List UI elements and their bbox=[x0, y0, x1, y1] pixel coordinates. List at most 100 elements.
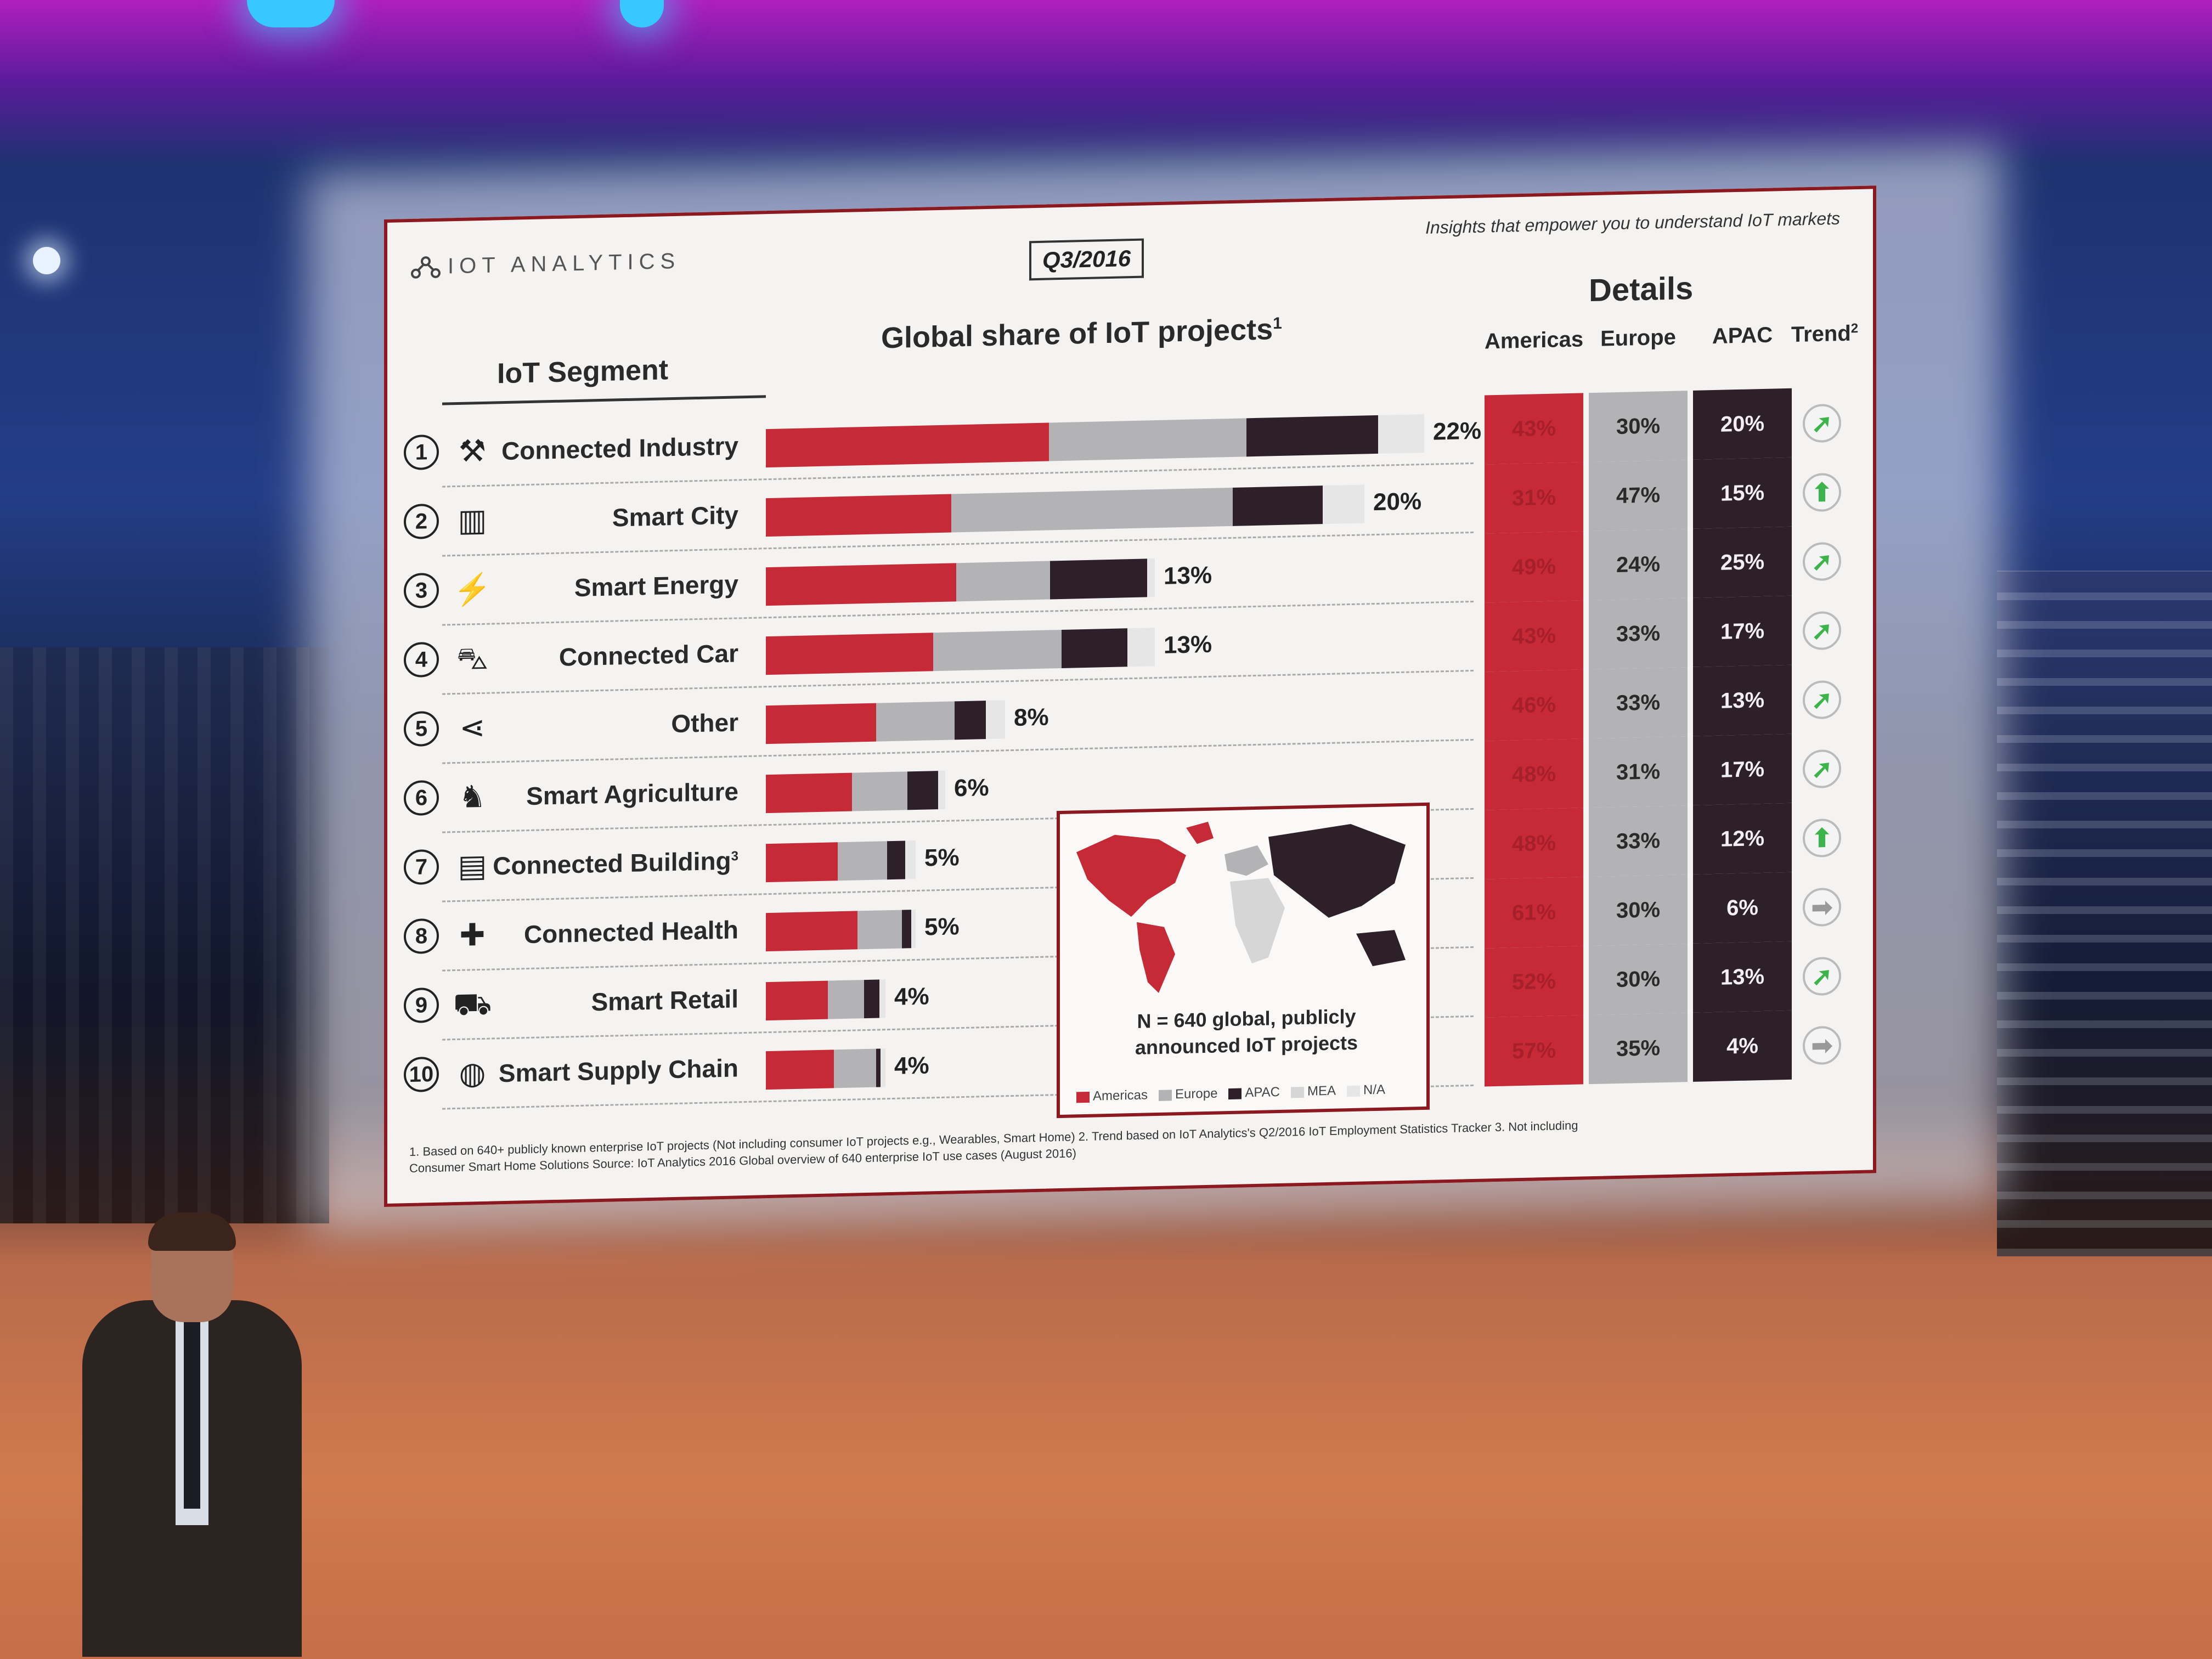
stage-light-right bbox=[620, 0, 664, 27]
bar-apac bbox=[955, 701, 986, 740]
bar-other bbox=[879, 979, 885, 1018]
segment-rank: 9 bbox=[404, 987, 439, 1024]
americas-value: 43% bbox=[1485, 600, 1583, 672]
segment-label: Connected Industry bbox=[501, 431, 738, 466]
legend-americas: Americas bbox=[1076, 1087, 1148, 1104]
share-bar bbox=[766, 700, 1005, 744]
stage-light-left bbox=[247, 0, 335, 27]
world-map-panel: N = 640 global, publicly announced IoT p… bbox=[1057, 802, 1430, 1119]
world-map-icon bbox=[1076, 821, 1406, 993]
speaker-hair bbox=[148, 1212, 236, 1251]
footnotes: 1. Based on 640+ publicly known enterpri… bbox=[409, 1111, 1836, 1177]
segment-label: Smart Retail bbox=[591, 984, 738, 1017]
trend-arrow-icon: ➚ bbox=[1803, 611, 1841, 651]
americas-value: 31% bbox=[1485, 462, 1583, 534]
segment-label: Connected Health bbox=[523, 915, 738, 949]
segment-rank: 4 bbox=[404, 641, 439, 678]
americas-value: 46% bbox=[1485, 669, 1583, 741]
europe-value: 30% bbox=[1589, 391, 1688, 462]
bar-other bbox=[1127, 628, 1155, 667]
bar-europe bbox=[956, 561, 1050, 602]
segment-rank: 6 bbox=[404, 780, 439, 816]
city-skyline-left bbox=[0, 647, 329, 1223]
americas-value: 48% bbox=[1485, 738, 1583, 810]
apac-value: 25% bbox=[1693, 526, 1792, 598]
apac-value: 4% bbox=[1693, 1010, 1792, 1082]
share-bar bbox=[766, 628, 1155, 675]
europe-value: 47% bbox=[1589, 460, 1688, 532]
share-value: 5% bbox=[924, 844, 960, 872]
europe-value: 33% bbox=[1589, 667, 1688, 739]
bar-other bbox=[938, 770, 945, 810]
apac-value: 20% bbox=[1693, 388, 1792, 460]
tagline: Insights that empower you to understand … bbox=[1425, 208, 1840, 238]
share-bar bbox=[766, 979, 885, 1021]
segment-rank: 1 bbox=[404, 434, 439, 471]
quarter-label: Q3/2016 bbox=[1029, 238, 1144, 281]
bar-americas bbox=[766, 772, 852, 814]
apac-value: 17% bbox=[1693, 595, 1792, 667]
bar-other bbox=[1378, 414, 1424, 454]
europe-value: 33% bbox=[1589, 598, 1688, 670]
segment-rank: 2 bbox=[404, 503, 439, 540]
share-value: 4% bbox=[894, 983, 929, 1011]
bar-americas bbox=[766, 563, 957, 606]
bar-europe bbox=[834, 1048, 876, 1088]
trend-arrow-icon: ➚ bbox=[1803, 680, 1841, 720]
bar-apac bbox=[1232, 486, 1323, 526]
map-caption-line2: announced IoT projects bbox=[1135, 1031, 1358, 1059]
legend-mea: MEA bbox=[1291, 1084, 1336, 1100]
bar-apac bbox=[864, 979, 880, 1019]
segment-label: Smart Energy bbox=[574, 569, 738, 602]
bar-apac bbox=[1061, 628, 1128, 668]
segment-label: Connected Car bbox=[558, 639, 738, 672]
bar-europe bbox=[828, 980, 864, 1019]
bar-apac bbox=[1246, 415, 1378, 457]
segment-rank: 8 bbox=[404, 918, 439, 955]
bar-other bbox=[1147, 558, 1155, 597]
bar-other bbox=[986, 700, 1005, 740]
segment-header-rule bbox=[442, 395, 766, 405]
europe-value: 33% bbox=[1589, 805, 1688, 877]
bar-other bbox=[911, 910, 916, 949]
trend-arrow-icon: ⬆ bbox=[1803, 818, 1841, 858]
bar-other bbox=[905, 840, 916, 879]
share-header: Global share of IoT projects1 bbox=[881, 313, 1282, 355]
trend-arrow-icon: ➚ bbox=[1803, 541, 1841, 582]
bar-europe bbox=[838, 841, 888, 881]
bar-americas bbox=[766, 422, 1049, 468]
share-bar bbox=[766, 840, 916, 883]
legend-na: N/A bbox=[1347, 1082, 1385, 1099]
logo-text: IOT ANALYTICS bbox=[448, 249, 681, 279]
map-legend: Americas Europe APAC MEA N/A bbox=[1076, 1082, 1385, 1105]
bar-europe bbox=[951, 487, 1233, 533]
share-bar bbox=[766, 484, 1364, 537]
americas-value: 57% bbox=[1485, 1015, 1583, 1087]
share-value: 6% bbox=[954, 774, 989, 802]
americas-value: 61% bbox=[1485, 877, 1583, 949]
share-value: 4% bbox=[894, 1052, 929, 1080]
segment-rank: 10 bbox=[404, 1056, 439, 1093]
segment-header: IoT Segment bbox=[497, 354, 669, 390]
share-value: 13% bbox=[1164, 561, 1212, 590]
share-value: 5% bbox=[924, 913, 960, 941]
speaker-tie bbox=[184, 1311, 200, 1509]
trend-arrow-icon: ➚ bbox=[1803, 749, 1841, 789]
apac-value: 6% bbox=[1693, 872, 1792, 944]
americas-value: 49% bbox=[1485, 531, 1583, 603]
trend-arrow-icon: ➚ bbox=[1803, 956, 1841, 996]
share-bar bbox=[766, 414, 1424, 468]
europe-header: Europe bbox=[1600, 325, 1676, 351]
bar-apac bbox=[887, 840, 905, 880]
trend-header: Trend2 bbox=[1791, 321, 1859, 347]
bar-apac bbox=[907, 771, 938, 810]
bar-europe bbox=[876, 701, 955, 742]
apac-value: 17% bbox=[1693, 733, 1792, 805]
europe-value: 30% bbox=[1589, 944, 1688, 1015]
share-value: 22% bbox=[1433, 417, 1482, 445]
bar-americas bbox=[766, 842, 838, 883]
share-bar bbox=[766, 1048, 885, 1090]
legend-europe: Europe bbox=[1159, 1086, 1217, 1103]
apac-value: 12% bbox=[1693, 803, 1792, 874]
segment-label: Smart Agriculture bbox=[526, 777, 738, 811]
